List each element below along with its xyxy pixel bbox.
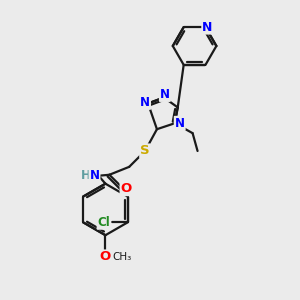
Text: N: N <box>140 96 150 109</box>
Text: N: N <box>160 88 170 101</box>
Text: Cl: Cl <box>98 216 110 229</box>
Text: H: H <box>81 169 91 182</box>
Text: O: O <box>100 250 111 263</box>
Text: N: N <box>175 117 185 130</box>
Text: N: N <box>89 169 100 182</box>
Text: S: S <box>140 145 150 158</box>
Text: N: N <box>202 21 213 34</box>
Text: CH₃: CH₃ <box>112 252 132 262</box>
Text: O: O <box>121 182 132 195</box>
